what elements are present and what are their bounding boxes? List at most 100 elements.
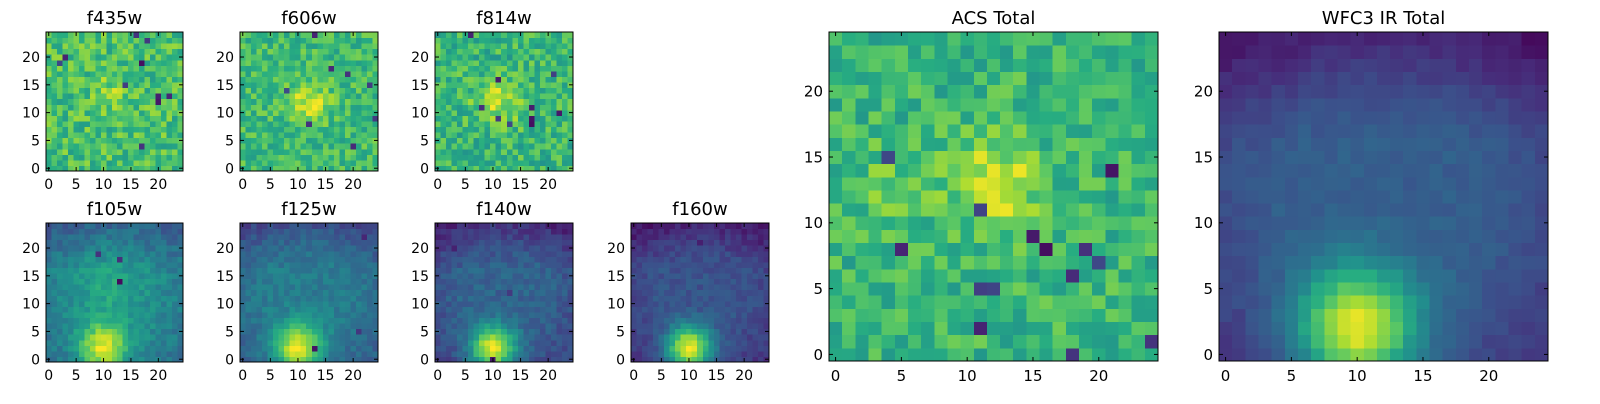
heatmap-pixel [312,256,318,262]
heatmap-pixel [675,273,681,279]
heatmap-pixel [741,229,747,235]
heatmap-pixel [895,282,909,296]
heatmap-pixel [479,76,485,82]
heatmap-pixel [257,273,263,279]
heatmap-pixel [240,345,246,351]
heatmap-pixel [301,38,307,44]
heatmap-pixel [101,251,107,257]
heatmap-pixel [345,38,351,44]
heatmap-pixel [101,301,107,307]
heatmap-pixel [134,54,140,60]
heatmap-pixel [1000,190,1014,204]
heatmap-pixel [908,203,922,217]
heatmap-pixel [441,76,447,82]
heatmap-pixel [1013,164,1027,178]
heatmap-pixel [714,351,720,357]
heatmap-pixel [79,262,85,268]
heatmap-pixel [139,229,145,235]
heatmap-pixel [156,284,162,290]
heatmap-pixel [501,245,507,251]
heatmap-pixel [328,60,334,66]
heatmap-pixel [441,110,447,116]
heatmap-pixel [328,301,334,307]
heatmap-pixel [246,65,252,71]
heatmap-pixel [240,127,246,133]
heatmap-pixel [934,243,948,257]
heatmap-pixel [664,312,670,318]
heatmap-pixel [463,138,469,144]
heatmap-pixel [68,351,74,357]
heatmap-pixel [842,322,856,336]
heatmap-pixel [670,329,676,335]
heatmap-pixel [95,329,101,335]
heatmap-pixel [345,234,351,240]
heatmap-pixel [106,49,112,55]
heatmap-pixel [139,32,145,38]
heatmap-pixel [479,38,485,44]
heatmap-pixel [529,223,535,229]
y-tick-label: 15 [411,78,429,94]
heatmap-pixel [829,322,843,336]
heatmap-pixel [719,345,725,351]
heatmap-pixel [295,71,301,77]
heatmap-pixel [545,234,551,240]
heatmap-pixel [62,138,68,144]
heatmap-pixel [62,127,68,133]
heatmap-pixel [523,267,529,273]
heatmap-pixel [328,306,334,312]
heatmap-pixel [435,149,441,155]
heatmap-pixel [161,38,167,44]
heatmap-pixel [534,88,540,94]
heatmap-pixel [306,318,312,324]
heatmap-pixel [161,295,167,301]
heatmap-pixel [648,229,654,235]
heatmap-pixel [62,273,68,279]
heatmap-pixel [251,143,257,149]
heatmap-pixel [551,110,557,116]
heatmap-pixel [741,273,747,279]
heatmap-pixel [101,76,107,82]
heatmap-pixel [301,99,307,105]
heatmap-pixel [290,284,296,290]
heatmap-pixel [128,306,134,312]
heatmap-pixel [446,143,452,149]
heatmap-pixel [1145,243,1159,257]
heatmap-pixel [670,295,676,301]
heatmap-pixel [334,93,340,99]
heatmap-pixel [441,60,447,66]
heatmap-pixel [631,312,637,318]
heatmap-pixel [545,43,551,49]
heatmap-pixel [855,150,869,164]
heatmap-pixel [306,301,312,307]
heatmap-pixel [496,306,502,312]
heatmap-pixel [752,334,758,340]
heatmap-pixel [882,322,896,336]
heatmap-pixel [262,223,268,229]
heatmap-pixel [268,104,274,110]
heatmap-pixel [752,329,758,335]
heatmap-pixel [529,245,535,251]
heatmap-pixel [496,234,502,240]
heatmap-pixel [1132,308,1146,322]
heatmap-pixel [128,104,134,110]
y-tick-label: 15 [216,269,234,285]
heatmap-pixel [101,71,107,77]
heatmap-pixel [974,269,988,283]
heatmap-pixel [670,301,676,307]
heatmap-pixel [496,256,502,262]
heatmap-pixel [345,49,351,55]
heatmap-pixel [112,149,118,155]
heatmap-pixel [463,295,469,301]
heatmap-pixel [134,273,140,279]
heatmap-pixel [730,301,736,307]
heatmap-pixel [725,234,731,240]
heatmap-pixel [974,348,988,362]
heatmap-pixel [468,71,474,77]
heatmap-pixel [692,262,698,268]
heatmap-pixel [631,284,637,290]
heatmap-pixel [452,154,458,160]
heatmap-pixel [523,223,529,229]
heatmap-pixel [68,49,74,55]
heatmap-pixel [156,154,162,160]
